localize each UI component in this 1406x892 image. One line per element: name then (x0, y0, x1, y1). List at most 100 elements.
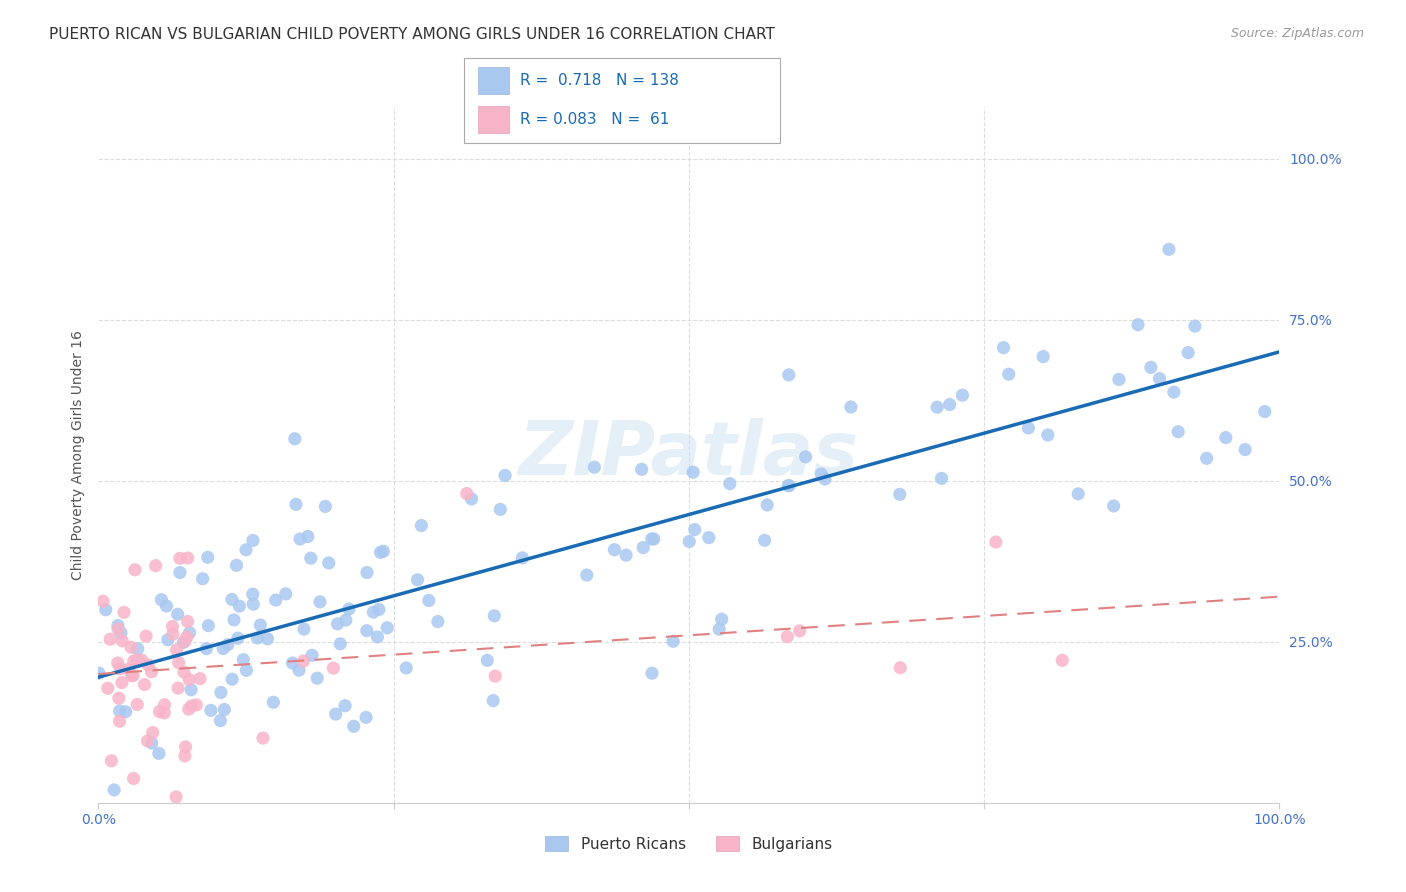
Point (94, 603, 117, 617)
Point (111, 675, 134, 690)
Point (314, 500, 336, 514)
Point (221, 592, 243, 607)
Point (778, 478, 800, 492)
Point (329, 637, 352, 651)
Point (179, 673, 201, 687)
Point (108, 691, 131, 706)
Point (108, 714, 131, 729)
Point (288, 532, 311, 546)
Point (252, 731, 274, 745)
Point (262, 695, 284, 709)
Point (176, 630, 198, 644)
Point (281, 656, 304, 670)
Point (127, 698, 149, 712)
Point (173, 665, 195, 679)
Point (120, 640, 142, 655)
Point (186, 698, 208, 712)
Point (249, 618, 271, 632)
Point (242, 597, 264, 611)
Point (889, 661, 911, 675)
Point (169, 566, 191, 580)
Point (91, 594, 114, 608)
Point (180, 698, 202, 713)
Point (177, 702, 200, 716)
Point (246, 631, 269, 645)
Point (1052, 653, 1074, 667)
Text: ZIPatlas: ZIPatlas (519, 418, 859, 491)
Point (209, 714, 232, 728)
Point (1195, 451, 1218, 466)
Point (111, 633, 134, 648)
Point (134, 677, 156, 691)
Point (174, 748, 197, 763)
Point (118, 662, 141, 676)
Point (167, 656, 190, 670)
Point (110, 625, 132, 640)
Point (333, 698, 356, 713)
Point (235, 663, 257, 677)
Point (366, 630, 388, 644)
Point (718, 476, 741, 491)
Point (997, 368, 1019, 382)
Point (1167, 425, 1189, 439)
Point (1140, 360, 1163, 375)
Point (756, 498, 779, 512)
Point (98, 632, 121, 647)
Point (167, 681, 190, 695)
Point (683, 523, 706, 537)
Point (641, 532, 664, 546)
Point (292, 622, 315, 636)
Point (630, 462, 652, 476)
Point (1157, 243, 1180, 257)
Point (148, 747, 170, 761)
Point (477, 653, 499, 667)
Point (112, 605, 135, 619)
Point (889, 487, 911, 501)
Point (107, 618, 129, 632)
Point (482, 694, 505, 708)
Point (343, 719, 366, 733)
Point (122, 772, 145, 786)
Point (107, 656, 129, 670)
Point (494, 468, 516, 483)
Point (173, 635, 195, 649)
Point (226, 631, 249, 645)
Point (174, 634, 197, 648)
Point (284, 432, 307, 446)
Point (484, 669, 506, 683)
Text: R =  0.718   N = 138: R = 0.718 N = 138 (520, 72, 679, 87)
Point (274, 587, 297, 601)
Point (395, 661, 418, 675)
Point (169, 551, 191, 566)
Point (195, 641, 218, 656)
Point (1067, 487, 1090, 501)
Point (135, 629, 157, 643)
Point (406, 573, 429, 587)
Point (603, 542, 626, 557)
Text: PUERTO RICAN VS BULGARIAN CHILD POVERTY AMONG GIRLS UNDER 16 CORRELATION CHART: PUERTO RICAN VS BULGARIAN CHILD POVERTY … (49, 27, 775, 42)
Point (641, 666, 664, 681)
Point (614, 548, 637, 562)
Point (200, 703, 222, 717)
Point (1163, 385, 1185, 400)
Point (993, 341, 1015, 355)
Point (710, 612, 733, 626)
Point (162, 619, 184, 633)
Point (322, 661, 344, 675)
Point (97, 681, 120, 696)
Point (326, 616, 349, 631)
Point (212, 641, 235, 656)
Point (176, 615, 198, 629)
Point (839, 400, 862, 414)
Point (225, 558, 247, 573)
Point (484, 608, 506, 623)
Point (489, 502, 512, 516)
Point (301, 648, 323, 663)
Point (155, 599, 177, 613)
Point (141, 665, 163, 679)
Point (191, 572, 214, 586)
Point (292, 654, 315, 668)
Point (938, 398, 960, 412)
Point (141, 736, 163, 750)
Point (778, 368, 800, 382)
